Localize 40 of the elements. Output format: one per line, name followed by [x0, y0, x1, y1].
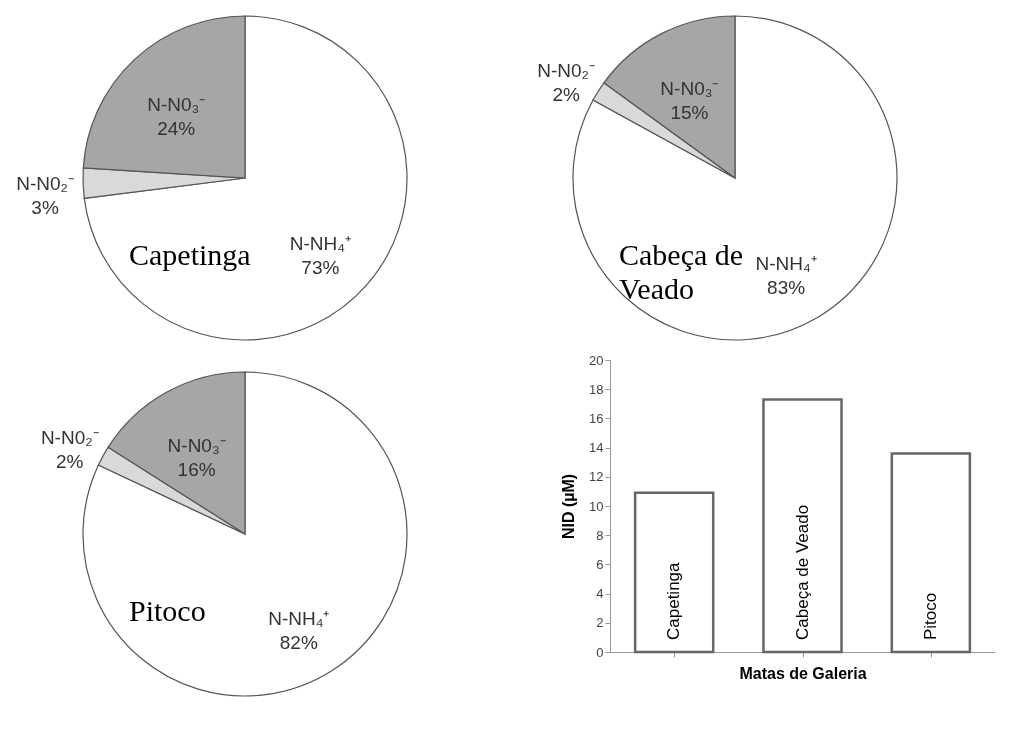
y-tick-label: 6 — [596, 556, 604, 572]
slice-label: N-N0₂⁻ — [40, 426, 99, 448]
data-label: 82% — [279, 631, 318, 653]
y-tick-label: 10 — [589, 498, 604, 514]
y-tick-label: 18 — [589, 381, 604, 397]
data-label: 16% — [177, 458, 216, 480]
data-label: 3% — [31, 197, 59, 219]
slice-label: N-N0₂⁻ — [537, 59, 595, 81]
bar — [762, 398, 843, 654]
bar — [633, 491, 715, 654]
slice-label: N-N0₃⁻ — [147, 93, 206, 115]
slice-label: N-N0₂⁻ — [16, 173, 74, 195]
y-tick-label: 20 — [589, 352, 604, 368]
slice-label: N-N0₃⁻ — [167, 434, 226, 456]
y-axis-title: NID (µM) — [560, 473, 578, 540]
y-tick-label: 2 — [596, 615, 604, 631]
slice-label: N-NH₄⁺ — [268, 607, 330, 629]
data-label: 15% — [670, 101, 709, 123]
data-label: 2% — [56, 450, 84, 472]
text: Capetinga — [129, 238, 251, 271]
y-tick-label: 12 — [589, 469, 604, 485]
y-tick-label: 16 — [589, 410, 604, 426]
y-tick-label: 0 — [596, 644, 604, 660]
x-axis-title: Matas de Galeria — [739, 665, 867, 682]
x-tick-label: Pitoco — [920, 592, 940, 640]
data-label: 73% — [301, 257, 340, 279]
pie-slice — [83, 15, 408, 341]
x-tick-label: Cabeça de Veado — [792, 504, 812, 640]
text: Cabeça de Veado — [619, 238, 744, 305]
y-tick-label: 14 — [589, 440, 604, 456]
y-tick-label: 4 — [596, 586, 604, 602]
slice-label: N-N0₃⁻ — [660, 77, 719, 99]
data-label: 2% — [552, 83, 580, 105]
data-label: 83% — [767, 277, 806, 299]
x-tick-label: Capetinga — [664, 561, 684, 640]
bar — [890, 452, 972, 654]
data-label: 24% — [157, 117, 196, 139]
y-tick-label: 8 — [596, 527, 604, 543]
slice-label: N-NH₄⁺ — [755, 253, 817, 275]
slice-label: N-NH₄⁺ — [289, 233, 351, 255]
